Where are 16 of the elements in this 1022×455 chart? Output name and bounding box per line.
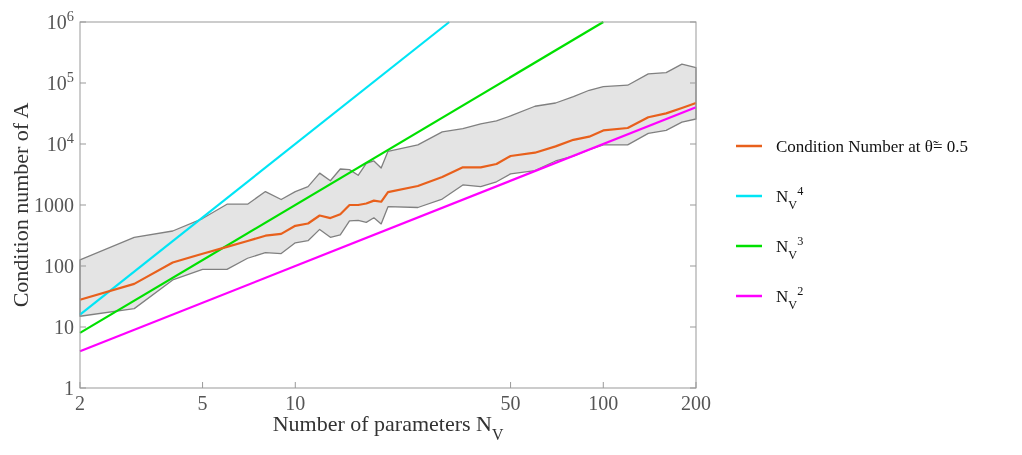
y-tick-label: 1000: [34, 194, 74, 216]
y-tick-label: 10$^{4}$: [46, 130, 74, 155]
y-tick-label: 100: [44, 255, 74, 277]
x-axis-title: Number of parameters N$_{V}$: [272, 411, 504, 443]
x-tick-label: 2: [75, 392, 85, 414]
legend-label: Condition Number at θ̃= 0.5: [776, 137, 968, 156]
y-tick-label: 10$^{5}$: [46, 69, 74, 94]
x-tick-label: 5: [197, 392, 208, 414]
y-tick-label: 10$^{6}$: [46, 8, 74, 33]
y-axis-title: Condition number of A: [8, 102, 33, 308]
y-tick-label: 1: [64, 377, 74, 399]
x-tick-label: 50: [500, 392, 521, 414]
x-tick-label: 200: [681, 392, 711, 414]
y-tick-label: 10: [54, 316, 74, 338]
x-tick-label: 100: [588, 392, 619, 414]
x-tick-label: 10: [285, 392, 306, 414]
